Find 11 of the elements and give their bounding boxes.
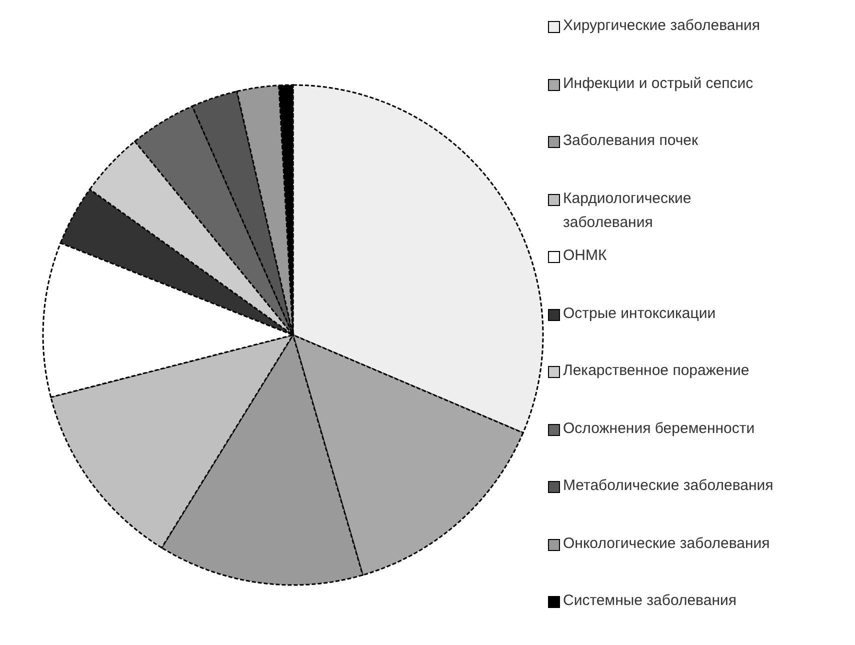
legend-label: Заболевания почек <box>563 131 700 151</box>
legend-label: Инфекции и острый сепсис <box>563 74 754 94</box>
legend-label: Осложнения беременности <box>563 418 756 438</box>
legend-label: Лекарственное поражение <box>563 361 750 381</box>
legend-label: Хирургические заболевания <box>563 16 762 36</box>
legend-label: ОНМК <box>563 246 608 266</box>
legend-label: Метаболические заболевания <box>563 476 774 496</box>
legend-label: Острые интоксикации <box>563 304 717 324</box>
legend-label: Кардиологические заболевания <box>563 188 692 232</box>
legend-label: Системные заболевания <box>563 591 738 611</box>
legend-label: Онкологические заболевания <box>563 534 771 554</box>
